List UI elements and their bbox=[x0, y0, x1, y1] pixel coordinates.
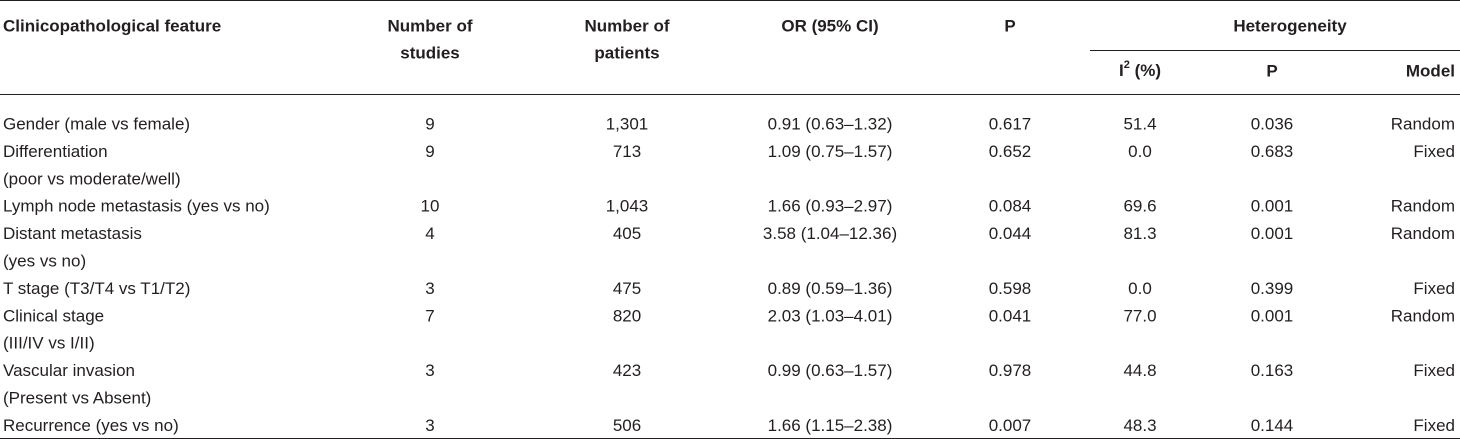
cell: 0.144 bbox=[1251, 416, 1294, 435]
cell: 69.6 bbox=[1123, 197, 1156, 216]
cell: 81.3 bbox=[1123, 224, 1156, 243]
cell: 0.001 bbox=[1251, 306, 1294, 325]
header-cell: Heterogeneity bbox=[1233, 16, 1347, 35]
cell: 405 bbox=[613, 224, 641, 243]
cell: Random bbox=[1391, 224, 1455, 243]
cell: Random bbox=[1391, 306, 1455, 325]
cell: 48.3 bbox=[1123, 416, 1156, 435]
cell: 0.683 bbox=[1251, 142, 1294, 161]
cell: 4 bbox=[425, 224, 434, 243]
cell: 44.8 bbox=[1123, 361, 1156, 380]
header-cell: Number of bbox=[585, 16, 670, 35]
cell: Random bbox=[1391, 197, 1455, 216]
cell: 0.007 bbox=[989, 416, 1032, 435]
cell: Fixed bbox=[1413, 361, 1455, 380]
row-feature: (III/IV vs I/II) bbox=[3, 334, 95, 353]
cell: Random bbox=[1391, 114, 1455, 133]
cell: 475 bbox=[613, 279, 641, 298]
cell: 820 bbox=[613, 306, 641, 325]
header-cell: studies bbox=[400, 43, 460, 62]
cell: 3 bbox=[425, 416, 434, 435]
cell: 0.084 bbox=[989, 197, 1032, 216]
header-cell: P bbox=[1266, 61, 1277, 80]
header-cell: Number of bbox=[388, 16, 473, 35]
cell: 0.617 bbox=[989, 114, 1032, 133]
cell: 1.66 (0.93–2.97) bbox=[768, 197, 893, 216]
cell: 1,301 bbox=[606, 114, 649, 133]
header-cell: Clinicopathological feature bbox=[3, 16, 221, 35]
cell: 0.044 bbox=[989, 224, 1032, 243]
row-feature: Clinical stage bbox=[3, 306, 104, 325]
cell: Fixed bbox=[1413, 279, 1455, 298]
header-cell: Model bbox=[1406, 61, 1455, 80]
cell: 0.001 bbox=[1251, 197, 1294, 216]
row-feature: Lymph node metastasis (yes vs no) bbox=[3, 197, 270, 216]
row-feature: (yes vs no) bbox=[3, 251, 86, 270]
cell: 506 bbox=[613, 416, 641, 435]
row-feature: Vascular invasion bbox=[3, 361, 135, 380]
cell: 0.978 bbox=[989, 361, 1032, 380]
cell: 7 bbox=[425, 306, 434, 325]
cell: 1.66 (1.15–2.38) bbox=[768, 416, 893, 435]
row-feature: (Present vs Absent) bbox=[3, 388, 151, 407]
cell: 0.0 bbox=[1128, 279, 1152, 298]
cell: 9 bbox=[425, 114, 434, 133]
cell: 77.0 bbox=[1123, 306, 1156, 325]
cell: 0.036 bbox=[1251, 114, 1294, 133]
cell: 0.652 bbox=[989, 142, 1032, 161]
header-cell: I2 (%) bbox=[1119, 59, 1161, 81]
row-feature: T stage (T3/T4 vs T1/T2) bbox=[3, 279, 190, 298]
header-cell: P bbox=[1004, 16, 1015, 35]
cell: 0.91 (0.63–1.32) bbox=[768, 114, 893, 133]
cell: 10 bbox=[421, 197, 440, 216]
cell: 9 bbox=[425, 142, 434, 161]
header-cell: OR (95% CI) bbox=[781, 16, 878, 35]
cell: 0.0 bbox=[1128, 142, 1152, 161]
cell: 0.99 (0.63–1.57) bbox=[768, 361, 893, 380]
cell: 0.598 bbox=[989, 279, 1032, 298]
header-base: I bbox=[1119, 61, 1124, 80]
cell: 3.58 (1.04–12.36) bbox=[763, 224, 897, 243]
cell: 0.399 bbox=[1251, 279, 1294, 298]
cell: 0.041 bbox=[989, 306, 1032, 325]
cell: 713 bbox=[613, 142, 641, 161]
cell: 423 bbox=[613, 361, 641, 380]
cell: 1.09 (0.75–1.57) bbox=[768, 142, 893, 161]
cell: 3 bbox=[425, 279, 434, 298]
cell: 0.163 bbox=[1251, 361, 1294, 380]
cell: 51.4 bbox=[1123, 114, 1156, 133]
cell: Fixed bbox=[1413, 416, 1455, 435]
header-cell: patients bbox=[594, 43, 659, 62]
cell: 3 bbox=[425, 361, 434, 380]
row-feature: Recurrence (yes vs no) bbox=[3, 416, 179, 435]
row-feature: Differentiation bbox=[3, 142, 108, 161]
cell: 0.001 bbox=[1251, 224, 1294, 243]
cell: 0.89 (0.59–1.36) bbox=[768, 279, 893, 298]
row-feature: Gender (male vs female) bbox=[3, 114, 190, 133]
cell: 1,043 bbox=[606, 197, 649, 216]
header-sup: 2 bbox=[1124, 59, 1130, 71]
row-feature: Distant metastasis bbox=[3, 224, 142, 243]
header-rest: (%) bbox=[1130, 61, 1161, 80]
cell: Fixed bbox=[1413, 142, 1455, 161]
row-feature: (poor vs moderate/well) bbox=[3, 169, 181, 188]
cell: 2.03 (1.03–4.01) bbox=[768, 306, 893, 325]
